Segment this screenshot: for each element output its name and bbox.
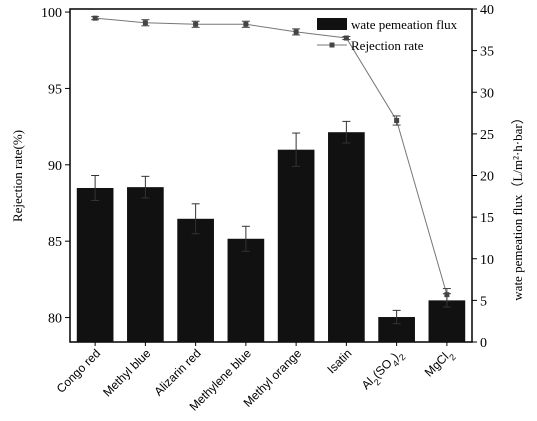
right-tick-label: 20	[480, 170, 494, 185]
legend-bar-swatch	[317, 18, 347, 30]
legend: wate pemeation flux Rejection rate	[317, 17, 458, 53]
right-tick-label: 5	[480, 294, 487, 309]
legend-line-marker	[330, 43, 335, 48]
right-axis: 0 5 10 15 20 25 30 35 40	[472, 3, 494, 351]
right-tick-label: 25	[480, 128, 494, 143]
category-label: Alizarin red	[151, 346, 203, 398]
category-label: Isatin	[324, 346, 354, 376]
bars-layer	[77, 121, 465, 342]
flux-bar	[177, 219, 214, 342]
left-axis-title: Rejection rate(%)	[10, 130, 25, 222]
category-label: Methyl blue	[100, 346, 154, 400]
right-tick-label: 15	[480, 211, 494, 226]
flux-bar	[127, 187, 164, 342]
left-axis: 80 85 90 95 100	[41, 6, 70, 327]
category-label: MgCl2	[422, 346, 458, 382]
left-tick-label: 85	[48, 235, 62, 250]
category-label: Al2(SO4)2	[359, 346, 408, 395]
rejection-point	[93, 16, 98, 21]
right-tick-label: 10	[480, 253, 494, 268]
right-axis-title: wate pemeation flux（L/m²·h·bar）	[510, 111, 525, 300]
flux-bar	[77, 188, 114, 342]
rejection-point	[344, 36, 349, 41]
right-tick-label: 40	[480, 3, 494, 18]
rejection-point	[444, 292, 449, 297]
flux-bar	[228, 239, 265, 342]
rejection-point	[294, 29, 299, 34]
left-tick-label: 100	[41, 6, 62, 21]
left-tick-label: 80	[48, 312, 62, 327]
category-labels: Congo redMethyl blueAlizarin redMethylen…	[54, 342, 458, 414]
rejection-point	[193, 22, 198, 27]
right-tick-label: 0	[480, 336, 487, 351]
right-tick-label: 35	[480, 45, 494, 60]
right-tick-label: 30	[480, 86, 494, 101]
rejection-point	[394, 118, 399, 123]
legend-line-label: Rejection rate	[351, 38, 424, 53]
rejection-point	[143, 20, 148, 25]
flux-bar	[278, 150, 315, 342]
category-label: Congo red	[54, 346, 104, 396]
flux-bar	[328, 132, 365, 342]
rejection-point	[243, 22, 248, 27]
legend-bar-label: wate pemeation flux	[351, 17, 458, 32]
left-tick-label: 95	[48, 82, 62, 97]
left-tick-label: 90	[48, 159, 62, 174]
